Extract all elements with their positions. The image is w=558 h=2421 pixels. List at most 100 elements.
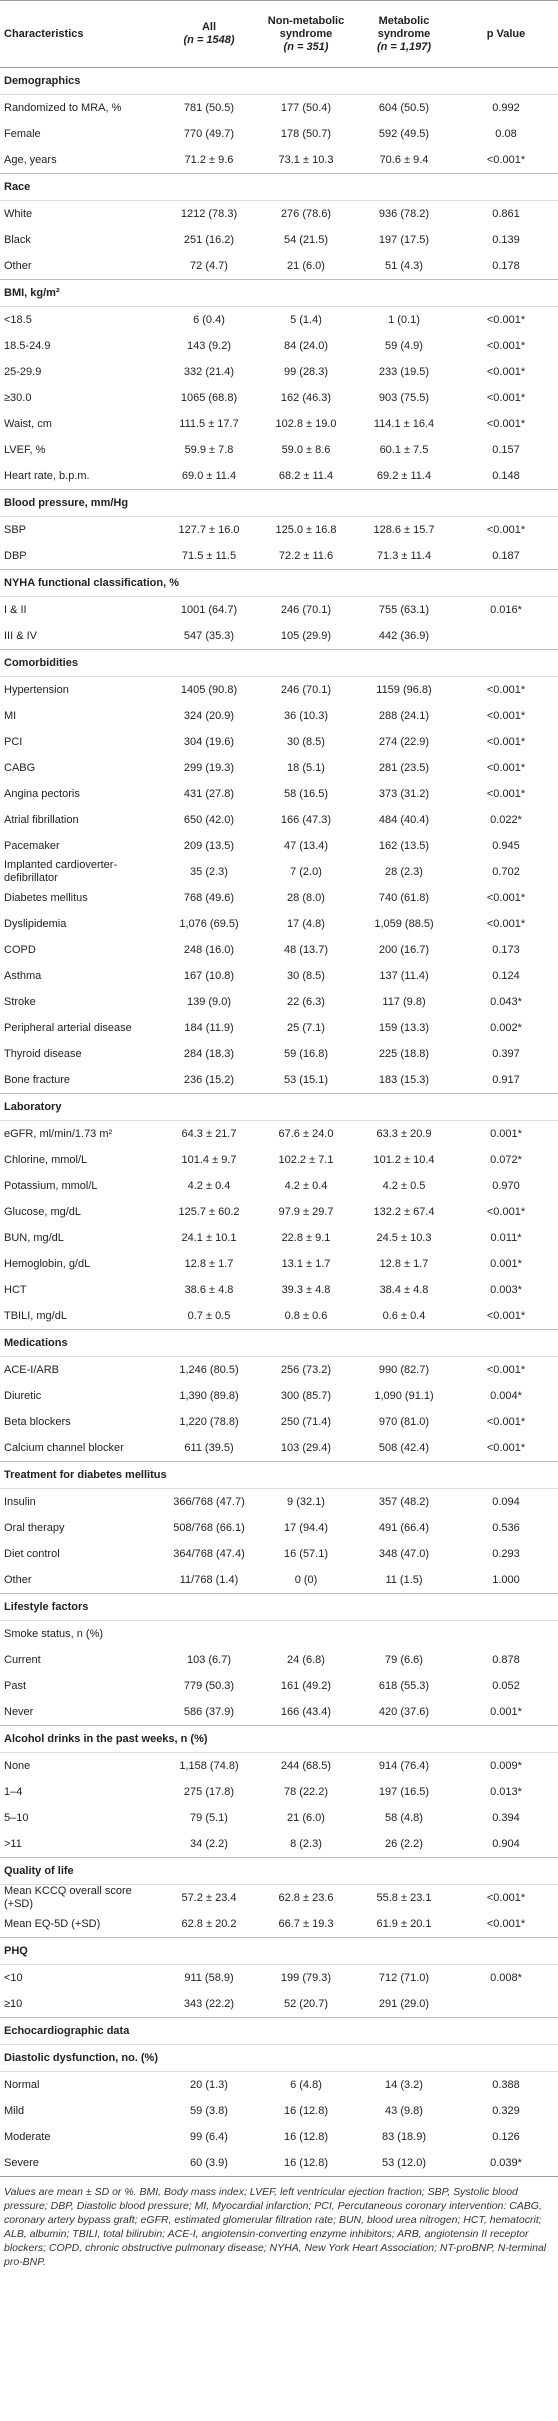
- data-row: ≥30.0 1065 (68.8) 162 (46.3) 903 (75.5) <0.0…: [0, 385, 558, 411]
- data-row: Asthma 167 (10.8) 30 (8.5) 137 (11.4) 0.124: [0, 963, 558, 989]
- row-label: COPD: [4, 943, 36, 956]
- value-cell: 58 (16.5): [283, 787, 329, 800]
- value-cell: 0 (0): [294, 1573, 318, 1586]
- empty-cell: [454, 1991, 558, 2018]
- data-row: Severe 60 (3.9) 16 (12.8) 53 (12.0) 0.039*: [0, 2150, 558, 2176]
- value-cell: 364/768 (47.4): [173, 1547, 245, 1560]
- section-title: Blood pressure, mm/Hg: [0, 489, 558, 517]
- value-cell: <0.001*: [486, 391, 526, 404]
- row-label: Pacemaker: [4, 839, 60, 852]
- value-cell: 6 (4.8): [290, 2078, 322, 2091]
- value-cell: 12.8 ± 1.7: [184, 1257, 234, 1270]
- data-row: Normal 20 (1.3) 6 (4.8) 14 (3.2) 0.388: [0, 2072, 558, 2099]
- value-cell: 781 (50.5): [183, 101, 235, 114]
- value-cell: 101.4 ± 9.7: [181, 1153, 237, 1166]
- section-title: Demographics: [0, 67, 558, 95]
- value-cell: 299 (19.3): [183, 761, 235, 774]
- header-cell: Metabolic syndrome (n = 1,197): [354, 0, 454, 68]
- value-cell: 63.3 ± 20.9: [376, 1127, 432, 1140]
- value-cell: 936 (78.2): [378, 207, 430, 220]
- value-cell: 69.0 ± 11.4: [181, 469, 237, 482]
- header-text: Metabolic syndrome: [377, 14, 431, 40]
- value-cell: 71.5 ± 11.5: [181, 549, 237, 562]
- section-title: Medications: [0, 1329, 558, 1357]
- value-cell: 24.1 ± 10.1: [181, 1231, 237, 1244]
- section-title: NYHA functional classification, %: [0, 569, 558, 597]
- value-cell: 246 (70.1): [280, 683, 332, 696]
- section-title: Laboratory: [0, 1093, 558, 1121]
- footnote: Values are mean ± SD or %. BMI, Body mas…: [0, 2176, 558, 2277]
- value-cell: 24 (6.8): [287, 1653, 325, 1666]
- value-cell: 60.1 ± 7.5: [379, 443, 429, 456]
- value-cell: 34 (2.2): [190, 1837, 228, 1850]
- row-label: ≥10: [4, 1997, 23, 2010]
- value-cell: 611 (39.5): [184, 1441, 234, 1454]
- value-cell: 143 (9.2): [186, 339, 232, 352]
- value-cell: 0.043*: [490, 995, 522, 1008]
- value-cell: 25 (7.1): [287, 1021, 325, 1034]
- data-row: ACE-I/ARB 1,246 (80.5) 256 (73.2) 990 (82.7…: [0, 1357, 558, 1384]
- value-cell: 4.2 ± 0.4: [187, 1179, 231, 1192]
- data-row: Pacemaker 209 (13.5) 47 (13.4) 162 (13.5) 0.…: [0, 833, 558, 859]
- value-cell: 0.970: [492, 1179, 520, 1192]
- value-cell: 1,246 (80.5): [179, 1363, 239, 1376]
- value-cell: 105 (29.9): [280, 629, 332, 642]
- value-cell: 1,220 (78.8): [179, 1415, 239, 1428]
- value-cell: <0.001*: [486, 709, 526, 722]
- value-cell: 0.173: [492, 943, 520, 956]
- value-cell: 712 (71.0): [378, 1971, 430, 1984]
- value-cell: 35 (2.3): [190, 865, 228, 878]
- row-label: PCI: [4, 735, 23, 748]
- header-text: All: [201, 21, 217, 33]
- data-row: Randomized to MRA, % 781 (50.5) 177 (50.4)…: [0, 95, 558, 122]
- row-label: >11: [4, 1837, 22, 1850]
- value-cell: 197 (17.5): [378, 233, 430, 246]
- data-row: White 1212 (78.3) 276 (78.6) 936 (78.2) 0.86…: [0, 201, 558, 228]
- section-row: Medications: [0, 1329, 558, 1357]
- data-row: Mean KCCQ overall score (+SD) 57.2 ± 23.4…: [0, 1885, 558, 1912]
- row-label: Mean EQ-5D (+SD): [4, 1917, 101, 1930]
- data-row: MI 324 (20.9) 36 (10.3) 288 (24.1) <0.001*: [0, 703, 558, 729]
- value-cell: 30 (8.5): [287, 735, 325, 748]
- value-cell: 604 (50.5): [378, 101, 430, 114]
- section-title: BMI, kg/m²: [0, 279, 558, 307]
- value-cell: 21 (6.0): [287, 259, 325, 272]
- value-cell: 117 (9.8): [382, 995, 426, 1008]
- data-row: Never 586 (37.9) 166 (43.4) 420 (37.6) 0.001…: [0, 1699, 558, 1726]
- row-label: Heart rate, b.p.m.: [4, 469, 90, 482]
- value-cell: 66.7 ± 19.3: [278, 1917, 334, 1930]
- data-row: Smoke status, n (%): [0, 1621, 558, 1648]
- value-cell: 236 (15.2): [183, 1073, 235, 1086]
- section-row: Treatment for diabetes mellitus: [0, 1461, 558, 1489]
- value-cell: 275 (17.8): [183, 1785, 235, 1798]
- value-cell: 6 (0.4): [193, 313, 225, 326]
- value-cell: 0.139: [492, 233, 520, 246]
- value-cell: 0.394: [492, 1811, 520, 1824]
- value-cell: 13.1 ± 1.7: [281, 1257, 331, 1270]
- value-cell: 373 (31.2): [378, 787, 430, 800]
- row-label: Glucose, mg/dL: [4, 1205, 82, 1218]
- data-row: Black 251 (16.2) 54 (21.5) 197 (17.5) 0.139: [0, 227, 558, 253]
- row-label: Past: [4, 1679, 27, 1692]
- data-row: Female 770 (49.7) 178 (50.7) 592 (49.5) 0.08: [0, 121, 558, 147]
- value-cell: 199 (79.3): [280, 1971, 332, 1984]
- value-cell: 161 (49.2): [280, 1679, 332, 1692]
- row-label: Asthma: [4, 969, 42, 982]
- section-row: BMI, kg/m²: [0, 279, 558, 307]
- value-cell: 99 (28.3): [283, 365, 329, 378]
- value-cell: 17 (94.4): [283, 1521, 329, 1534]
- value-cell: 420 (37.6): [378, 1705, 430, 1718]
- value-cell: 618 (55.3): [378, 1679, 430, 1692]
- value-cell: 183 (15.3): [378, 1073, 430, 1086]
- value-cell: 99 (6.4): [190, 2130, 228, 2143]
- value-cell: 650 (42.0): [183, 813, 235, 826]
- header-text: p Value: [486, 27, 526, 40]
- value-cell: 547 (35.3): [183, 629, 235, 642]
- data-row: HCT 38.6 ± 4.8 39.3 ± 4.8 38.4 ± 4.8 0.003*: [0, 1277, 558, 1303]
- empty-cell: [354, 1621, 454, 1648]
- data-row: Diuretic 1,390 (89.8) 300 (85.7) 1,090 (91.…: [0, 1383, 558, 1409]
- section-title: Echocardiographic data: [0, 2017, 558, 2045]
- value-cell: 84 (24.0): [283, 339, 329, 352]
- data-row: Glucose, mg/dL 125.7 ± 60.2 97.9 ± 29.7 132…: [0, 1199, 558, 1225]
- value-cell: 0.388: [492, 2078, 520, 2091]
